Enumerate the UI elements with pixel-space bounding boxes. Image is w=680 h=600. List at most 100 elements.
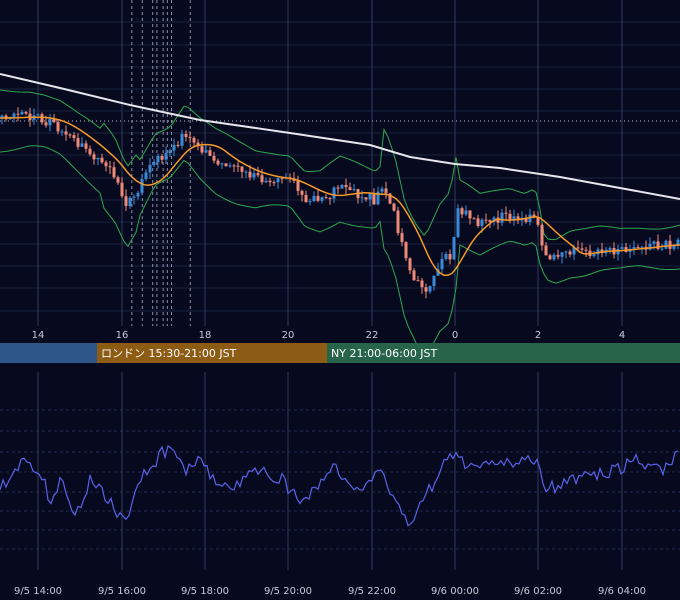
candle-body — [116, 177, 120, 183]
candle-body — [240, 166, 244, 172]
candle-body — [124, 196, 128, 206]
candle-body — [404, 242, 408, 259]
candle-body — [252, 173, 256, 178]
candle-body — [492, 217, 496, 222]
candle-body — [156, 156, 160, 163]
candle-body — [0, 115, 4, 118]
candle-body — [220, 163, 224, 165]
candle-body — [360, 197, 364, 199]
candle-body — [64, 131, 68, 135]
candle-body — [44, 122, 48, 126]
candle-body — [660, 248, 664, 250]
candle-body — [344, 185, 348, 188]
candle-body — [424, 287, 428, 292]
candle-body — [500, 212, 504, 223]
candle-body — [208, 150, 212, 156]
candle-body — [504, 212, 508, 214]
candle-body — [584, 249, 588, 251]
candle-body — [408, 258, 412, 271]
candle-body — [228, 165, 232, 167]
candle-body — [216, 160, 220, 165]
candle-body — [484, 219, 488, 221]
candle-body — [188, 136, 192, 138]
candle-body — [564, 251, 568, 253]
bollinger-lower — [0, 145, 680, 358]
candle-body — [272, 182, 276, 184]
candle-body — [176, 144, 180, 146]
candle-body — [352, 189, 356, 191]
rsi-panel[interactable] — [0, 372, 680, 570]
candle-body — [432, 275, 436, 287]
candle-body — [128, 197, 132, 206]
candle-body — [528, 214, 532, 223]
rsi-x-tick-label: 9/6 00:00 — [431, 586, 479, 597]
session-label-london: ロンドン 15:30-21:00 JST — [101, 347, 237, 360]
candle-body — [264, 180, 268, 183]
candle-body — [148, 164, 152, 173]
session-label-ny: NY 21:00-06:00 JST — [331, 347, 438, 360]
rsi-x-tick-label: 9/5 22:00 — [348, 586, 396, 597]
candle-body — [524, 217, 528, 223]
candle-body — [180, 133, 184, 146]
candle-body — [336, 187, 340, 189]
candle-body — [452, 236, 456, 260]
moving-average-long — [0, 73, 680, 200]
price-panel[interactable] — [0, 0, 680, 358]
candle-body — [72, 135, 76, 139]
rsi-x-tick-label: 9/6 02:00 — [514, 586, 562, 597]
candle-body — [460, 208, 464, 215]
candle-body — [320, 197, 324, 201]
candle-body — [672, 245, 676, 249]
candle-body — [112, 167, 116, 178]
candle-body — [296, 180, 300, 191]
candle-body — [608, 247, 612, 250]
candle-body — [416, 280, 420, 282]
candle-body — [280, 178, 284, 180]
candle-body — [140, 178, 144, 193]
candle-body — [464, 210, 468, 215]
price-x-tick-label: 14 — [32, 330, 45, 341]
candle-body — [80, 143, 84, 147]
candle-body — [12, 113, 16, 117]
candle-body — [84, 143, 88, 149]
candle-body — [104, 162, 108, 167]
candle-body — [668, 240, 672, 249]
candle-body — [440, 258, 444, 270]
candle-body — [164, 153, 168, 160]
candle-body — [76, 138, 80, 147]
candle-body — [256, 173, 260, 176]
session-london — [97, 343, 327, 363]
candle-body — [268, 180, 272, 183]
candle-body — [364, 197, 368, 200]
candle-body — [384, 188, 388, 194]
candle-body — [548, 255, 552, 260]
candle-body — [368, 193, 372, 200]
candle-body — [508, 213, 512, 220]
candle-body — [184, 133, 188, 137]
candle-body — [652, 241, 656, 244]
rsi-x-tick-label: 9/5 18:00 — [181, 586, 229, 597]
moving-average-short — [0, 116, 680, 277]
candle-body — [36, 114, 40, 116]
candle-body — [96, 157, 100, 160]
session-ny — [327, 343, 680, 363]
candle-body — [248, 171, 252, 178]
candle-body — [412, 270, 416, 281]
price-x-tick-label: 16 — [116, 330, 129, 341]
candle-body — [436, 269, 440, 276]
candle-body — [648, 243, 652, 250]
candle-body — [380, 188, 384, 192]
candle-body — [224, 163, 228, 167]
candle-body — [556, 254, 560, 257]
candle-body — [676, 239, 680, 246]
candle-body — [316, 195, 320, 201]
rsi-x-tick-label: 9/5 14:00 — [14, 586, 62, 597]
candle-body — [656, 241, 660, 249]
candle-body — [480, 219, 484, 226]
candle-body — [560, 252, 564, 257]
candle-body — [372, 193, 376, 205]
session-bar: ロンドン 15:30-21:00 JST NY 21:00-06:00 JST — [0, 343, 680, 363]
candle-body — [392, 203, 396, 211]
candle-body — [576, 247, 580, 249]
